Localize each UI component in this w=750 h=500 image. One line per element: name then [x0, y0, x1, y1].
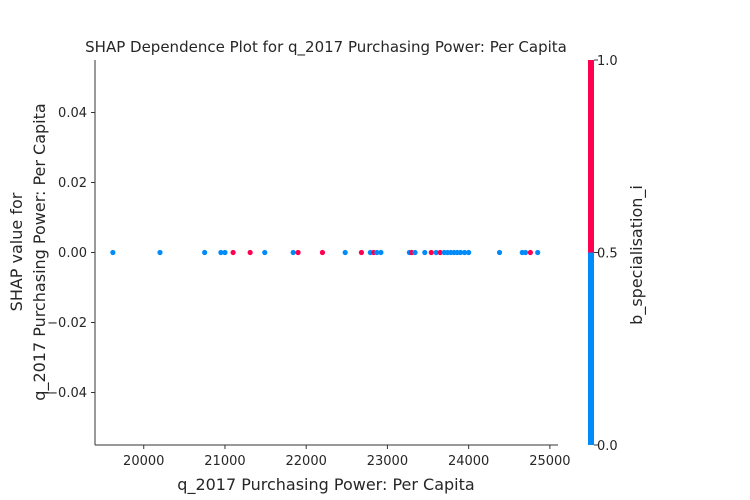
data-point — [466, 249, 472, 256]
data-point — [378, 249, 384, 256]
x-tick-label: 23000 — [367, 454, 408, 469]
plot-area: 20000 21000 22000 23000 24000 25000 −0.04−0.0… — [47, 60, 571, 469]
data-point — [535, 249, 541, 256]
data-point — [461, 249, 468, 256]
data-point — [496, 249, 503, 256]
x-axis-label: q_2017 Purchasing Power: Per Capita — [177, 475, 474, 495]
data-point — [342, 249, 348, 256]
x-tick-label: 21000 — [204, 454, 245, 469]
chart-title: SHAP Dependence Plot for q_2017 Purchasi… — [85, 38, 567, 57]
colorbar-high-segment — [588, 60, 594, 253]
y-tick-label: 0.00 — [58, 246, 87, 261]
y-tick-label: 0.04 — [58, 106, 87, 121]
data-point — [422, 249, 428, 256]
colorbar-label: b_specialisation_i — [627, 185, 647, 325]
colorbar-ticks: 0.0 0.5 1.0 — [594, 54, 618, 454]
data-points — [110, 249, 541, 256]
data-point — [433, 249, 439, 256]
data-point — [202, 249, 208, 256]
x-tick-label: 20000 — [123, 454, 164, 469]
data-point — [522, 249, 529, 256]
data-point — [412, 249, 418, 256]
data-point — [319, 249, 326, 256]
x-tick-label: 22000 — [286, 454, 327, 469]
y-tick-label: −0.02 — [47, 316, 87, 331]
data-point — [222, 249, 228, 256]
y-tick-label: 0.02 — [58, 176, 87, 191]
data-point — [374, 249, 380, 256]
x-tick-label: 25000 — [529, 454, 570, 469]
colorbar-tick-label: 1.0 — [597, 54, 618, 69]
colorbar-tick-label: 0.5 — [597, 247, 618, 262]
data-point — [218, 249, 224, 256]
data-point — [230, 249, 236, 256]
data-point — [157, 249, 163, 256]
colorbar-tick-label: 0.0 — [597, 439, 618, 454]
data-point — [295, 249, 301, 256]
data-point — [262, 249, 268, 256]
x-tick-label: 24000 — [448, 454, 489, 469]
colorbar: 0.0 0.5 1.0 b_specialisation_i — [588, 54, 647, 454]
y-axis-label-line-2: q_2017 Purchasing Power: Per Capita — [30, 103, 50, 400]
data-point — [110, 249, 116, 256]
y-tick-label: −0.04 — [47, 386, 87, 401]
data-point — [527, 249, 533, 256]
y-axis-label-line-1: SHAP value for — [7, 192, 26, 311]
data-point — [428, 249, 434, 256]
data-point — [457, 249, 464, 256]
y-axis-label: SHAP value for q_2017 Purchasing Power: … — [7, 103, 50, 400]
y-ticks: −0.04 −0.02 0.00 0.02 0.04 — [47, 106, 95, 401]
colorbar-low-segment — [588, 252, 594, 445]
data-point — [358, 249, 365, 256]
data-point — [437, 249, 443, 256]
data-point — [247, 249, 253, 256]
x-ticks: 20000 21000 22000 23000 24000 25000 — [123, 445, 571, 469]
data-point — [290, 249, 296, 256]
